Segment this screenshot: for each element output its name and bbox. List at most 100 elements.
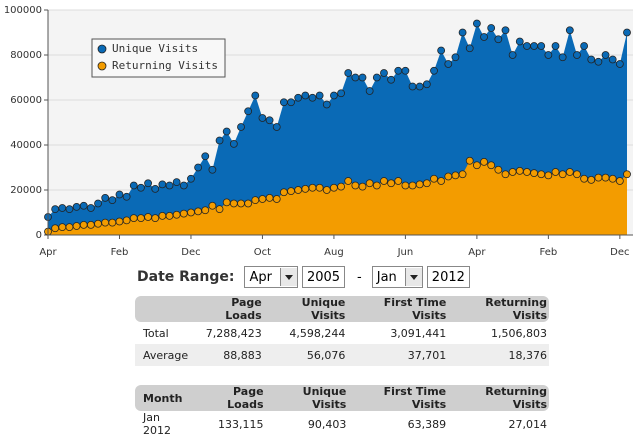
point xyxy=(594,57,603,66)
row: Jan 2012 133,115 90,403 63,389 27,014 xyxy=(135,411,549,437)
point xyxy=(86,204,95,212)
point xyxy=(330,91,338,100)
point xyxy=(187,174,195,183)
point xyxy=(258,114,267,122)
point xyxy=(394,66,403,75)
point xyxy=(380,177,388,185)
point xyxy=(494,165,503,174)
point xyxy=(330,183,338,192)
point xyxy=(51,205,60,214)
point xyxy=(79,220,88,229)
point xyxy=(244,199,253,208)
point xyxy=(565,168,574,176)
header-cell xyxy=(135,296,191,322)
point xyxy=(587,175,596,184)
cell: 56,076 xyxy=(263,344,348,366)
point xyxy=(251,91,260,100)
point xyxy=(458,28,467,37)
header-row: Page Loads Unique Visits First Time Visits… xyxy=(135,296,549,322)
point xyxy=(558,170,567,179)
chart: 0 20000 40000 60000 80000 100000 Apr Feb Dec Oct A… xyxy=(4,5,633,258)
point xyxy=(601,51,610,59)
point xyxy=(472,161,481,170)
point xyxy=(394,177,403,185)
legend: Unique Visits Returning Visits xyxy=(91,38,226,78)
point xyxy=(530,42,538,50)
point xyxy=(208,201,217,210)
point xyxy=(558,53,567,62)
row: Total 7,288,423 4,598,244 3,091,441 1,506,80… xyxy=(135,322,549,344)
point xyxy=(594,173,603,182)
point xyxy=(451,53,460,62)
x-tick-label: Apr xyxy=(39,247,57,258)
point xyxy=(608,55,617,64)
point xyxy=(530,169,538,178)
point xyxy=(615,177,624,185)
point xyxy=(151,214,160,223)
to-month: Jan xyxy=(376,269,397,285)
point xyxy=(608,174,617,183)
point xyxy=(351,181,360,190)
point xyxy=(365,87,374,95)
cell: 37,701 xyxy=(347,344,449,366)
point xyxy=(194,163,203,172)
point xyxy=(72,222,81,230)
cell: 63,389 xyxy=(407,417,447,431)
point xyxy=(194,207,203,216)
point xyxy=(165,211,174,220)
point xyxy=(387,75,396,84)
point xyxy=(487,161,496,170)
from-month: Apr xyxy=(249,269,272,285)
point xyxy=(387,179,396,188)
point xyxy=(422,80,431,89)
point xyxy=(487,24,496,32)
point xyxy=(365,179,374,188)
point xyxy=(430,66,438,75)
to-year-input[interactable]: 2012 xyxy=(426,266,470,288)
x-tick-label: Aug xyxy=(324,247,344,258)
point xyxy=(551,42,560,50)
point xyxy=(551,168,560,176)
point xyxy=(65,223,74,232)
point xyxy=(265,116,274,125)
point xyxy=(137,183,145,192)
point xyxy=(422,179,431,188)
point xyxy=(580,174,589,183)
date-range-label: Date Range: xyxy=(137,269,235,285)
cell: 133,115 xyxy=(218,417,264,431)
to-month-select[interactable]: Jan xyxy=(371,266,423,288)
point xyxy=(258,195,267,203)
point xyxy=(358,182,367,191)
point xyxy=(158,211,167,220)
x-tick-label: Dec xyxy=(610,247,629,258)
point xyxy=(129,181,138,190)
point xyxy=(279,188,288,197)
y-tick-label: 60000 xyxy=(10,95,42,106)
row-label: Total xyxy=(143,326,169,340)
point xyxy=(58,204,67,212)
point xyxy=(94,199,102,208)
point xyxy=(430,174,438,183)
point xyxy=(287,187,295,196)
point xyxy=(94,219,102,228)
point xyxy=(272,123,281,131)
header-cell: Month xyxy=(135,385,193,411)
point xyxy=(165,181,174,190)
point xyxy=(301,91,310,100)
header-cell: Page Loads xyxy=(190,296,264,322)
x-tick-label: Apr xyxy=(468,247,486,258)
header-cell: Unique Visits xyxy=(263,296,348,322)
separator: - xyxy=(357,269,362,285)
point xyxy=(437,177,446,185)
point xyxy=(508,51,517,59)
point xyxy=(408,181,417,190)
from-year-input[interactable]: 2005 xyxy=(301,266,346,288)
point xyxy=(444,60,453,68)
from-month-select[interactable]: Apr xyxy=(244,266,298,288)
point xyxy=(451,171,460,180)
point xyxy=(372,181,381,190)
point xyxy=(523,168,531,176)
point xyxy=(458,170,467,179)
point xyxy=(222,127,231,136)
point xyxy=(623,28,631,37)
